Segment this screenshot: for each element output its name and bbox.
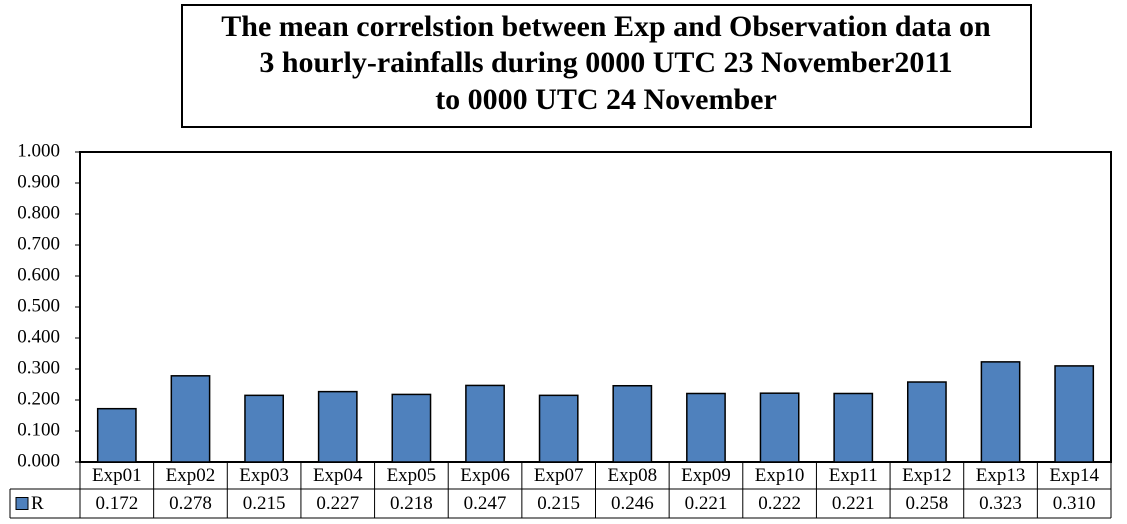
table-value: 0.215 [537,493,580,514]
bar [96,407,137,463]
y-tick-label: 0.400 [17,326,60,347]
x-tick-label: Exp03 [239,465,289,486]
x-tick-label: Exp11 [829,465,878,486]
y-tick-label: 0.700 [17,233,60,254]
bar [391,393,432,463]
table-value: 0.258 [906,493,949,514]
table-value: 0.323 [979,493,1022,514]
legend-label: R [31,493,44,514]
table-value: 0.222 [758,493,801,514]
x-tick-label: Exp05 [387,465,437,486]
x-tick-label: Exp01 [92,465,142,486]
table-value: 0.278 [169,493,212,514]
title-box [181,4,1032,128]
y-tick-label: 1.000 [17,140,60,161]
chart-title: 3 hourly-rainfalls during 0000 UTC 23 No… [259,46,952,79]
bar [538,394,579,463]
y-tick-label: 0.800 [17,202,60,223]
table-value: 0.221 [685,493,728,514]
table-value: 0.218 [390,493,433,514]
x-tick-label: Exp02 [166,465,216,486]
table-value: 0.172 [95,493,138,514]
bar [906,381,947,463]
bar [686,392,726,463]
y-tick-label: 0.000 [17,450,60,471]
plot-area [79,151,1112,463]
bar [465,384,505,463]
bar [170,375,211,463]
x-tick-label: Exp09 [681,465,731,486]
x-tick-label: Exp13 [976,465,1026,486]
table-value: 0.310 [1053,493,1096,514]
y-tick-label: 0.500 [17,295,60,316]
y-tick-label: 0.900 [17,171,60,192]
x-tick-label: Exp04 [313,465,363,486]
bar [980,361,1021,463]
x-tick-label: Exp10 [755,465,805,486]
y-tick-label: 0.200 [17,388,60,409]
table-value: 0.227 [316,493,359,514]
x-tick-label: Exp12 [902,465,952,486]
y-tick-label: 0.600 [17,264,60,285]
bar [612,384,653,463]
chart-title: to 0000 UTC 24 November [435,83,777,116]
bar [759,392,800,463]
legend-key [15,497,29,510]
bar [833,392,874,463]
x-tick-label: Exp14 [1049,465,1099,486]
table-value: 0.221 [832,493,875,514]
table-value: 0.247 [464,493,507,514]
bar [317,390,358,463]
bar [1054,365,1095,463]
bar [244,394,285,463]
x-tick-label: Exp07 [534,465,584,486]
y-tick-label: 0.100 [17,419,60,440]
x-tick-label: Exp06 [460,465,510,486]
table-value: 0.215 [243,493,286,514]
x-tick-label: Exp08 [608,465,658,486]
table-value: 0.246 [611,493,654,514]
y-tick-label: 0.300 [17,357,60,378]
chart-title: The mean correlstion between Exp and Obs… [221,10,991,43]
